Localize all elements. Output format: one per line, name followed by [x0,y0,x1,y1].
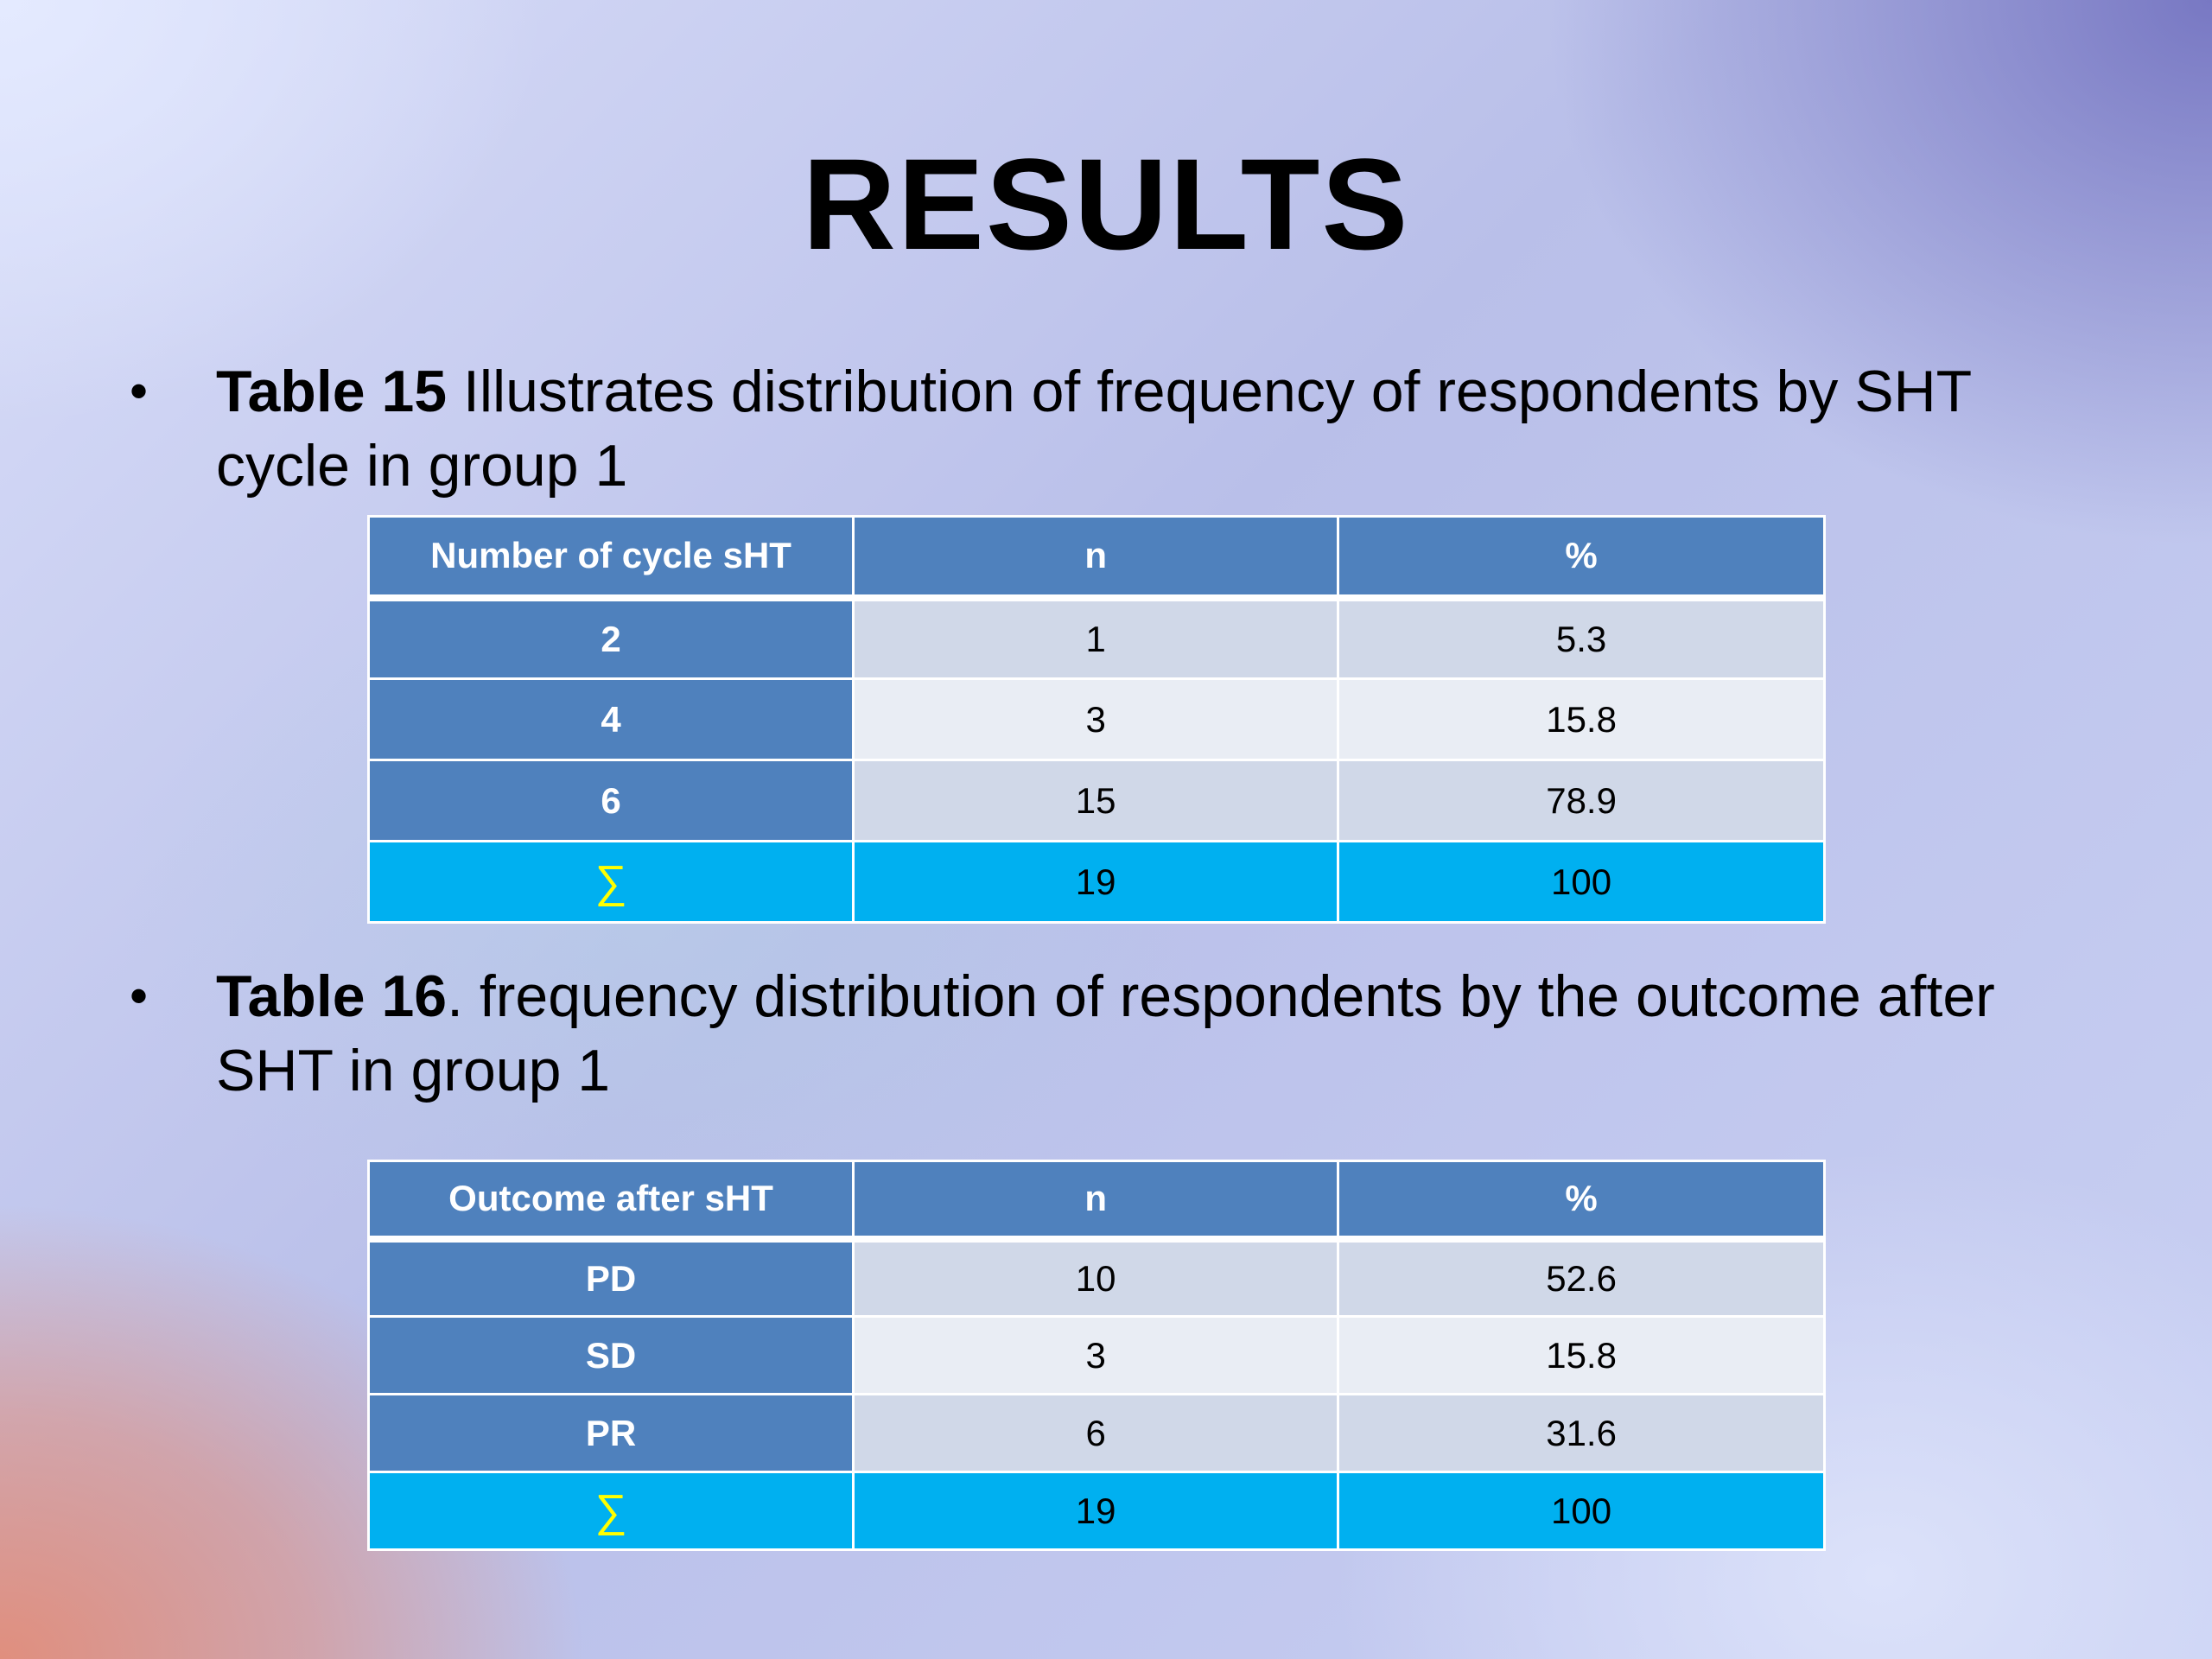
bullet-table15: • Table 15 Illustrates distribution of f… [130,354,2100,503]
bullet-text: Table 15 Illustrates distribution of fre… [216,354,2100,503]
cell-percent: 15.8 [1337,677,1826,761]
bullet-dot: • [130,967,149,1025]
column-header: Outcome after sHT [366,1160,855,1243]
bullet-dot: • [130,362,149,420]
column-header: n [852,1160,1340,1243]
table-row: 4 3 15.8 [366,677,1826,761]
cell-n: 6 [852,1393,1340,1473]
cell-percent: 5.3 [1337,596,1826,680]
table-total-row: ∑ 19 100 [366,840,1826,924]
cell-n: 3 [852,1315,1340,1395]
table-row: PR 6 31.6 [366,1393,1826,1473]
table-row: PD 10 52.6 [366,1237,1826,1318]
row-label: 6 [366,759,855,842]
slide-title: RESULTS [802,131,1410,276]
cell-n: 3 [852,677,1340,761]
cell-n: 10 [852,1237,1340,1318]
table-row: 2 1 5.3 [366,596,1826,680]
table-16: Outcome after sHT n % PD 10 52.6 SD 3 15… [366,1160,1826,1551]
sum-symbol: ∑ [366,1471,855,1551]
bullet-bold: Table 16 [216,963,448,1029]
cell-percent: 31.6 [1337,1393,1826,1473]
bullet-body: . frequency distribution of respondents … [216,963,1995,1103]
column-header: % [1337,1160,1826,1243]
bullet-table16: • Table 16. frequency distribution of re… [130,959,2100,1108]
cell-percent: 15.8 [1337,1315,1826,1395]
cell-percent: 52.6 [1337,1237,1826,1318]
table-header-row: Number of cycle sHT n % [366,515,1826,601]
sum-symbol: ∑ [366,840,855,924]
cell-n: 15 [852,759,1340,842]
total-percent: 100 [1337,1471,1826,1551]
table-total-row: ∑ 19 100 [366,1471,1826,1551]
column-header: % [1337,515,1826,601]
row-label: 2 [366,596,855,680]
table-row: SD 3 15.8 [366,1315,1826,1395]
cell-percent: 78.9 [1337,759,1826,842]
row-label: PD [366,1237,855,1318]
total-percent: 100 [1337,840,1826,924]
row-label: SD [366,1315,855,1395]
row-label: 4 [366,677,855,761]
row-label: PR [366,1393,855,1473]
table-header-row: Outcome after sHT n % [366,1160,1826,1243]
bullet-body: Illustrates distribution of frequency of… [216,359,1971,499]
column-header: Number of cycle sHT [366,515,855,601]
bullet-text: Table 16. frequency distribution of resp… [216,959,2100,1108]
table-15: Number of cycle sHT n % 2 1 5.3 4 3 15.8… [366,515,1826,924]
bullet-bold: Table 15 [216,359,448,424]
total-n: 19 [852,1471,1340,1551]
cell-n: 1 [852,596,1340,680]
total-n: 19 [852,840,1340,924]
column-header: n [852,515,1340,601]
table-row: 6 15 78.9 [366,759,1826,842]
